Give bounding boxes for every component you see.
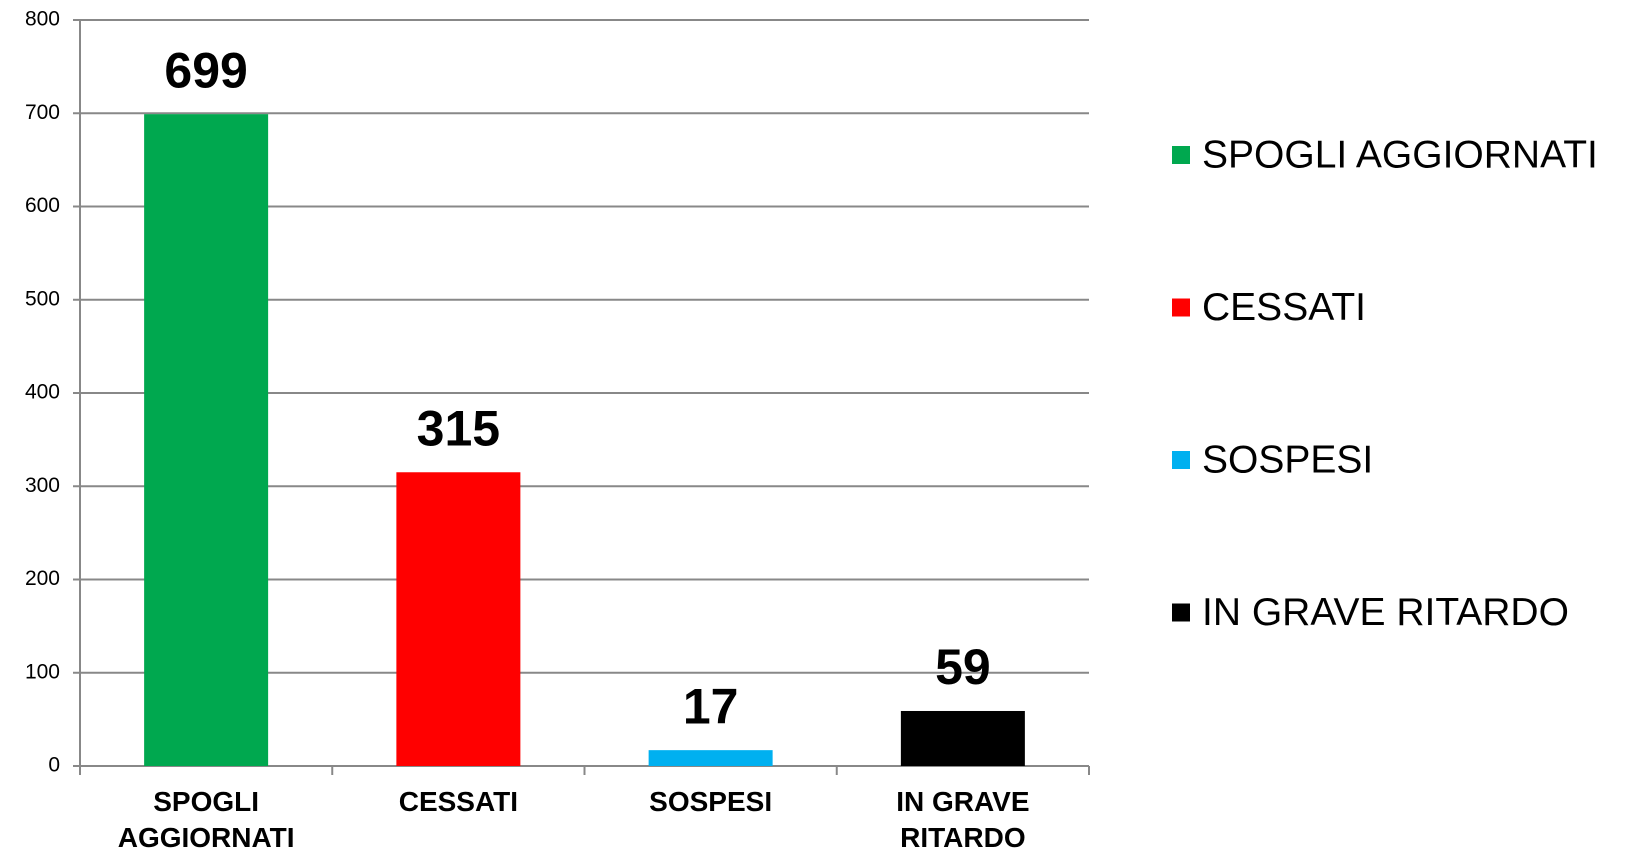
- y-tick-label: 600: [25, 194, 60, 217]
- y-tick-label: 200: [25, 567, 60, 590]
- data-label: 315: [417, 400, 500, 456]
- bar: [648, 750, 773, 766]
- legend-swatch: [1172, 298, 1190, 317]
- legend-label: CESSATI: [1202, 286, 1366, 329]
- y-tick-label: 700: [25, 101, 60, 124]
- data-label: 17: [683, 678, 739, 734]
- data-label: 59: [935, 639, 991, 695]
- x-tick-label: IN GRAVE RITARDO: [896, 786, 1030, 850]
- y-tick-label: 500: [25, 287, 60, 310]
- data-label: 699: [164, 42, 247, 98]
- legend-label: SOSPESI: [1202, 438, 1373, 481]
- legend-swatch: [1172, 451, 1190, 469]
- x-tick-label: CESSATI: [398, 786, 519, 817]
- x-tick-label: SOSPESI: [649, 786, 773, 817]
- bar: [396, 472, 521, 766]
- x-tick-label: SPOGLI AGGIORNATI: [117, 786, 295, 850]
- y-tick-label: 300: [25, 474, 60, 497]
- bar: [900, 710, 1025, 766]
- y-tick-label: 800: [25, 8, 60, 31]
- y-tick-label: 400: [25, 381, 60, 404]
- legend-label: IN GRAVE RITARDO: [1202, 591, 1569, 634]
- legend-swatch: [1172, 603, 1190, 622]
- legend-swatch: [1172, 146, 1190, 164]
- bar: [144, 114, 269, 767]
- legend-label: SPOGLI AGGIORNATI: [1202, 133, 1598, 176]
- y-tick-label: 0: [48, 754, 60, 777]
- y-tick-label: 100: [25, 660, 60, 683]
